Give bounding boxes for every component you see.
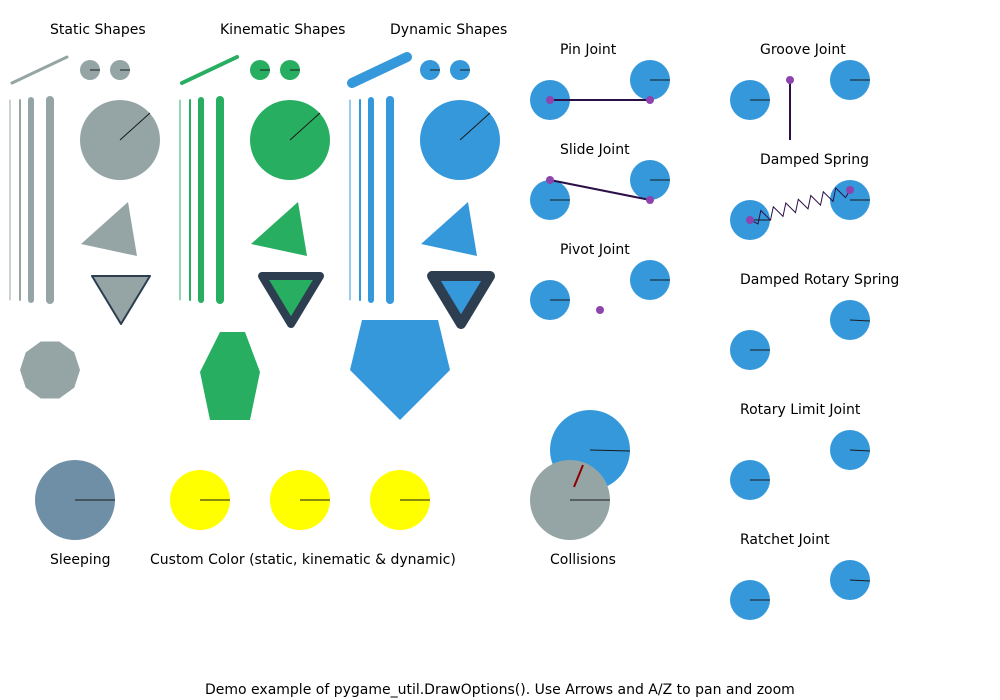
label-static-shapes: Static Shapes: [50, 22, 146, 38]
damped-spring-anchor-b: [846, 186, 854, 194]
label-rotary-limit-joint: Rotary Limit Joint: [740, 402, 861, 418]
label-pivot-joint: Pivot Joint: [560, 242, 630, 258]
static-outlined-triangle: [91, 275, 151, 325]
kinematic-big-circle-angle-line: [289, 112, 321, 141]
slide-joint-anchor-b: [646, 196, 654, 204]
label-dynamic-shapes: Dynamic Shapes: [390, 22, 507, 38]
kinematic-hexagon: [200, 332, 260, 420]
damped-spring-coil: [749, 186, 851, 225]
dynamic-pentagon: [350, 320, 450, 420]
damped-spring-anchor-a: [746, 216, 754, 224]
static-triangle: [81, 202, 137, 256]
static-big-circle-angle-line: [119, 112, 151, 141]
label-kinematic-shapes: Kinematic Shapes: [220, 22, 345, 38]
label-sleeping: Sleeping: [50, 552, 111, 568]
slide-joint-anchor-a: [546, 176, 554, 184]
collision-contact-line: [573, 464, 584, 488]
label-damped-spring: Damped Spring: [760, 152, 869, 168]
static-decagon: [20, 341, 80, 399]
label-ratchet-joint: Ratchet Joint: [740, 532, 830, 548]
dynamic-triangle: [421, 202, 477, 256]
label-slide-joint: Slide Joint: [560, 142, 630, 158]
dynamic-big-circle-angle-line: [459, 112, 491, 141]
label-pin-joint: Pin Joint: [560, 42, 617, 58]
kinematic-diagonal-segment: [180, 55, 239, 85]
pivot-joint-anchor: [596, 306, 604, 314]
ratchet-body-b-angle-line: [849, 579, 871, 582]
collision-circle-dynamic-angle-line: [589, 449, 631, 452]
static-diagonal-segment: [10, 55, 69, 85]
label-custom-color: Custom Color (static, kinematic & dynami…: [150, 552, 456, 568]
pin-joint-anchor-b: [646, 96, 654, 104]
label-collisions: Collisions: [550, 552, 616, 568]
pin-joint-anchor-a: [546, 96, 554, 104]
groove-joint-anchor: [786, 76, 794, 84]
kinematic-outlined-triangle: [258, 272, 324, 328]
label-damped-rotary-spring: Damped Rotary Spring: [740, 272, 899, 288]
dynamic-outlined-triangle: [427, 271, 495, 329]
shapes-layer: [9, 52, 871, 620]
slide-joint-line: [549, 179, 651, 201]
rotary-limit-body-b-angle-line: [849, 449, 871, 452]
damped-rotary-spring-body-b-angle-line: [849, 319, 871, 322]
label-groove-joint: Groove Joint: [760, 42, 846, 58]
label-footer: Demo example of pygame_util.DrawOptions(…: [205, 682, 795, 698]
kinematic-triangle: [251, 202, 307, 256]
dynamic-diagonal-segment: [347, 52, 412, 88]
